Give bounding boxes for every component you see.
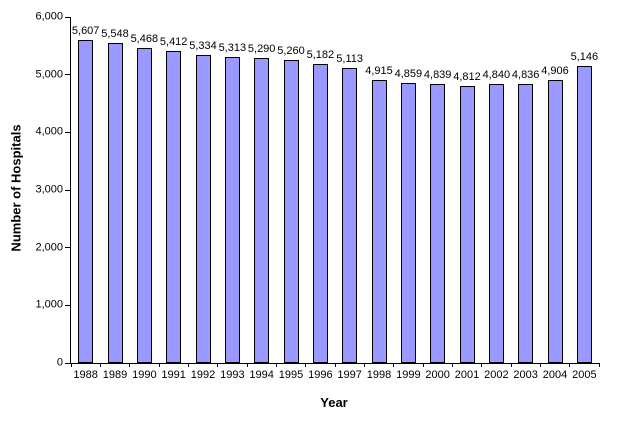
bar-value-label: 4,812: [453, 70, 481, 83]
bar-value-label: 5,412: [159, 35, 188, 48]
x-axis-tick: [217, 363, 219, 367]
bar-2005: [576, 66, 592, 363]
x-axis-category-label: 2000: [425, 369, 450, 381]
x-axis-tick: [187, 363, 189, 367]
x-axis-tick: [569, 363, 571, 367]
y-axis-tick: [65, 131, 71, 133]
bar-1998: [371, 79, 387, 363]
y-axis-tick: [65, 16, 71, 18]
bar-value-label: 4,840: [482, 68, 511, 81]
bar-2002: [488, 83, 504, 363]
x-axis-category-label: 2004: [542, 369, 568, 381]
bar-value-label: 4,859: [394, 67, 423, 80]
x-axis-category-label: 1990: [132, 369, 157, 381]
bar-value-label: 4,906: [541, 65, 569, 78]
x-axis-tick: [334, 363, 336, 367]
x-axis-tick: [481, 363, 483, 367]
x-axis-category-label: 2003: [513, 369, 538, 381]
y-axis-tick: [65, 189, 71, 191]
y-axis-tick: [65, 362, 71, 364]
x-axis-tick: [363, 363, 365, 367]
x-axis-tick: [598, 363, 600, 367]
x-axis-tick: [539, 363, 541, 367]
x-axis-category-label: 1997: [337, 369, 362, 381]
x-axis-tick: [99, 363, 101, 367]
x-axis-category-label: 2005: [572, 369, 597, 381]
bar-2003: [518, 84, 534, 363]
bar-1993: [224, 56, 240, 363]
bar-1990: [136, 47, 152, 363]
bar-value-label: 4,915: [365, 64, 393, 77]
x-axis-tick: [393, 363, 395, 367]
x-axis-category-label: 1994: [249, 369, 274, 381]
bar-value-label: 5,468: [130, 32, 159, 45]
x-axis-tick: [275, 363, 277, 367]
y-axis-tick: [65, 247, 71, 249]
x-axis-tick: [70, 363, 72, 367]
bar-value-label: 5,313: [218, 41, 247, 54]
x-axis-tick: [510, 363, 512, 367]
x-axis-tick: [129, 363, 131, 367]
y-axis-tick-label: 3,000: [35, 183, 63, 196]
bar-value-label: 5,548: [101, 28, 129, 41]
bar-2000: [430, 83, 446, 363]
y-axis-tick: [65, 74, 71, 76]
bar-1991: [166, 50, 182, 363]
y-axis-tick-label: 0: [56, 356, 63, 369]
x-axis-tick: [451, 363, 453, 367]
bar-value-label: 5,260: [277, 44, 305, 57]
bar-value-label: 5,334: [189, 40, 217, 53]
bar-1996: [312, 64, 328, 363]
y-axis-tick-label: 4,000: [35, 125, 63, 138]
y-axis-tick: [65, 304, 71, 306]
y-axis-tick-label: 1,000: [35, 298, 63, 311]
x-axis-category-label: 1999: [396, 369, 421, 381]
x-axis-category-label: 1992: [190, 369, 216, 381]
bar-1989: [107, 43, 123, 363]
x-axis-category-label: 1991: [161, 369, 186, 381]
bar-1988: [78, 39, 94, 363]
bar-value-label: 5,182: [306, 49, 335, 62]
bar-1995: [283, 59, 299, 363]
bar-1997: [342, 68, 358, 363]
x-axis-tick: [305, 363, 307, 367]
x-axis-category-label: 1988: [73, 369, 98, 381]
x-axis-category-label: 2002: [484, 369, 509, 381]
bar-value-label: 4,836: [511, 69, 540, 82]
bar-1994: [254, 57, 270, 363]
x-axis-category-label: 1996: [308, 369, 333, 381]
x-axis-tick: [246, 363, 248, 367]
x-axis-category-label: 1993: [220, 369, 245, 381]
bar-1999: [400, 82, 416, 363]
x-axis-tick: [422, 363, 424, 367]
x-axis-title: Year: [320, 395, 348, 410]
x-axis-category-label: 1989: [102, 369, 128, 381]
bar-value-label: 5,113: [336, 53, 364, 66]
y-axis-tick-label: 2,000: [35, 241, 63, 254]
y-axis-tick-label: 6,000: [35, 10, 63, 23]
plot-area: 0 1,000 2,000 3,000 4,000 5,000 6,000 5,607 1988…: [35, 11, 600, 381]
x-axis-tick: [158, 363, 160, 367]
x-axis-category-label: 2001: [454, 369, 480, 381]
bar-value-label: 5,607: [71, 24, 100, 37]
x-axis-category-label: 1998: [366, 369, 392, 381]
bar-1992: [195, 55, 211, 363]
bar-2004: [547, 80, 563, 363]
bar-value-label: 5,146: [570, 51, 599, 64]
x-axis-category-label: 1995: [278, 369, 304, 381]
bar-value-label: 4,839: [423, 68, 452, 81]
bar-2001: [459, 85, 475, 363]
y-axis-tick-label: 5,000: [35, 68, 63, 81]
bar-value-label: 5,290: [247, 42, 276, 55]
